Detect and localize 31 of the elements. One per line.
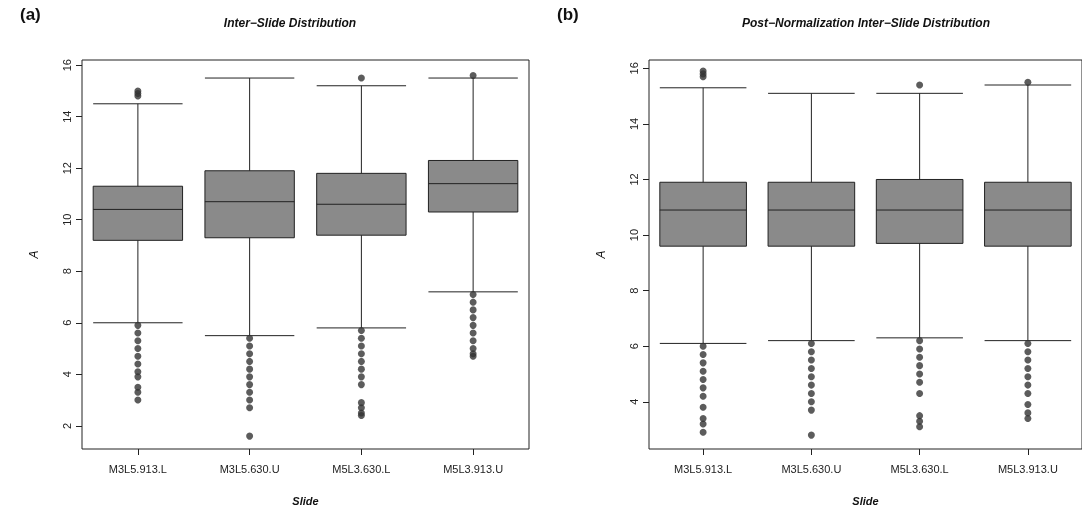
y-tick-label: 10 — [60, 213, 73, 226]
y-tick-label: 8 — [60, 268, 73, 275]
x-tick-label: M5L3.630.L — [332, 462, 391, 475]
y-tick-label: 6 — [60, 319, 73, 326]
x-tick-label: M5L3.630.L — [890, 462, 949, 475]
chart-title: Post−Normalization Inter−Slide Distribution — [741, 16, 991, 30]
text: (a) — [20, 5, 41, 24]
x-tick-label: M3L5.630.U — [781, 462, 842, 475]
x-axis-title: Slide — [292, 494, 319, 507]
y-tick-label: 8 — [627, 287, 640, 294]
y-tick-label: 4 — [627, 398, 640, 405]
chart-title: Inter−Slide Distribution — [223, 16, 357, 30]
y-tick-label: 10 — [627, 228, 640, 242]
x-tick-label: M5L3.913.U — [443, 462, 504, 475]
y-tick-label: 14 — [627, 117, 640, 131]
y-tick-label: 4 — [60, 371, 73, 378]
x-tick-label: M3L5.630.U — [219, 462, 280, 475]
y-tick-label: 6 — [627, 343, 640, 350]
y-tick-label: 16 — [60, 59, 73, 72]
y-tick-label: 12 — [60, 162, 73, 175]
x-axis-title: Slide — [852, 494, 879, 507]
x-tick-label: M3L5.913.L — [674, 462, 733, 475]
x-tick-label: M3L5.913.L — [108, 462, 167, 475]
y-axis-title: A — [594, 250, 608, 260]
y-axis-title: A — [27, 250, 41, 260]
y-tick-label: 2 — [60, 422, 73, 429]
text: (b) — [557, 5, 579, 24]
y-tick-label: 14 — [60, 110, 73, 123]
y-tick-label: 16 — [627, 62, 640, 75]
x-tick-label: M5L3.913.U — [997, 462, 1058, 475]
y-tick-label: 12 — [627, 173, 640, 186]
